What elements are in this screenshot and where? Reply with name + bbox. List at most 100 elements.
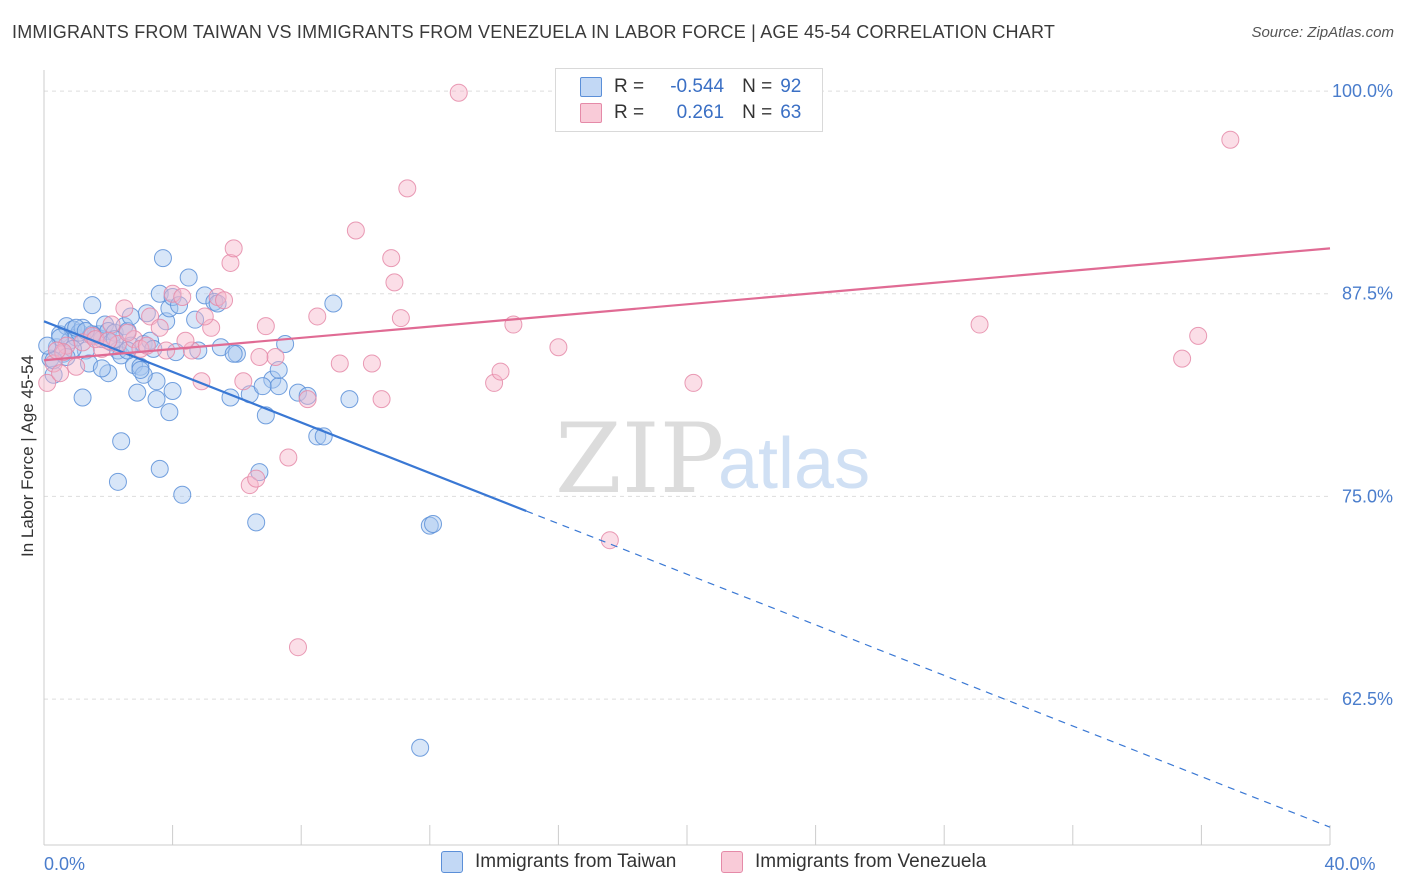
watermark: ZIP atlas bbox=[555, 403, 870, 515]
venezuela-point-26 bbox=[247, 469, 266, 488]
taiwan-point-35 bbox=[153, 249, 172, 268]
taiwan-point-68 bbox=[147, 390, 166, 409]
taiwan-point-87 bbox=[131, 360, 150, 379]
venezuela-point-43 bbox=[491, 362, 510, 381]
venezuela-point-59 bbox=[215, 291, 234, 310]
venezuela-point-57 bbox=[176, 331, 195, 350]
taiwan-point-57 bbox=[324, 294, 343, 313]
venezuela-point-17 bbox=[173, 287, 192, 306]
venezuela-point-41 bbox=[449, 83, 468, 102]
legend-row-venezuela: R = 0.261 N = 63 bbox=[580, 100, 801, 126]
venezuela-point-20 bbox=[202, 318, 221, 337]
watermark-zip: ZIP bbox=[555, 403, 724, 515]
venezuela-point-27 bbox=[256, 317, 275, 336]
y-tick-label-1: 87.5% bbox=[1342, 284, 1393, 304]
taiwan-point-62 bbox=[73, 388, 92, 407]
taiwan-point-64 bbox=[108, 472, 127, 491]
venezuela-point-61 bbox=[47, 341, 66, 360]
venezuela-point-28 bbox=[266, 347, 285, 366]
x-tick-label-1: 40.0% bbox=[1324, 854, 1375, 874]
taiwan-point-65 bbox=[150, 459, 169, 478]
taiwan-point-53 bbox=[288, 383, 307, 402]
venezuela-point-58 bbox=[195, 307, 214, 326]
venezuela-point-35 bbox=[362, 354, 381, 373]
source-note: Source: ZipAtlas.com bbox=[1251, 24, 1394, 41]
taiwan-point-13 bbox=[83, 296, 102, 315]
venezuela-point-14 bbox=[150, 318, 169, 337]
series-legend-taiwan-label: Immigrants from Taiwan bbox=[475, 851, 677, 872]
venezuela-point-40 bbox=[398, 179, 417, 198]
trend-layer bbox=[43, 247, 1331, 828]
venezuela-point-32 bbox=[308, 307, 327, 326]
watermark-atlas: atlas bbox=[718, 424, 870, 504]
venezuela-point-60 bbox=[250, 347, 269, 366]
venezuela-point-31 bbox=[298, 390, 317, 409]
taiwan-point-40 bbox=[179, 268, 198, 287]
axis-layer bbox=[43, 70, 1331, 846]
taiwan-point-41 bbox=[186, 310, 205, 329]
correlation-legend: R = -0.544 N = 92 R = 0.261 N = 63 bbox=[555, 68, 823, 132]
venezuela-point-24 bbox=[234, 372, 253, 391]
venezuela-point-51 bbox=[1189, 326, 1208, 345]
venezuela-point-4 bbox=[67, 357, 86, 376]
y-tick-label-3: 62.5% bbox=[1342, 689, 1393, 709]
series-legend-taiwan: Immigrants from Taiwan bbox=[441, 851, 676, 873]
venezuela-trend-line bbox=[43, 247, 1331, 362]
venezuela-point-36 bbox=[372, 390, 391, 409]
venezuela-point-8 bbox=[102, 315, 121, 334]
venezuela-point-23 bbox=[224, 239, 243, 258]
legend-row-taiwan: R = -0.544 N = 92 bbox=[580, 74, 801, 100]
taiwan-point-42 bbox=[195, 286, 214, 305]
series-legend-venezuela-swatch bbox=[721, 851, 743, 873]
taiwan-point-67 bbox=[247, 513, 266, 532]
venezuela-point-50 bbox=[1173, 349, 1192, 368]
venezuela-point-29 bbox=[279, 448, 298, 467]
taiwan-point-59 bbox=[420, 516, 439, 535]
taiwan-point-27 bbox=[128, 383, 147, 402]
venezuela-point-38 bbox=[385, 273, 404, 292]
taiwan-point-69 bbox=[163, 382, 182, 401]
venezuela-n-label: N = bbox=[742, 102, 773, 123]
venezuela-point-0 bbox=[38, 373, 57, 392]
series-legend-venezuela-label: Immigrants from Venezuela bbox=[755, 851, 987, 872]
taiwan-point-66 bbox=[173, 485, 192, 504]
venezuela-point-52 bbox=[1221, 130, 1240, 149]
taiwan-r-value: -0.544 bbox=[670, 76, 725, 97]
series-legend-taiwan-swatch bbox=[441, 851, 463, 873]
taiwan-point-91 bbox=[224, 344, 243, 363]
venezuela-point-49 bbox=[970, 315, 989, 334]
venezuela-point-42 bbox=[485, 373, 504, 392]
venezuela-point-25 bbox=[240, 476, 259, 495]
venezuela-point-22 bbox=[221, 253, 240, 272]
tick-label-layer: 100.0% 87.5% 75.0% 62.5% 0.0% 40.0% bbox=[44, 81, 1393, 874]
taiwan-point-37 bbox=[160, 299, 179, 318]
series-legend-venezuela: Immigrants from Venezuela bbox=[721, 851, 986, 873]
taiwan-point-72 bbox=[92, 359, 111, 378]
venezuela-point-33 bbox=[330, 354, 349, 373]
venezuela-point-39 bbox=[391, 309, 410, 328]
taiwan-point-79 bbox=[160, 403, 179, 422]
x-tick-label-0: 0.0% bbox=[44, 854, 85, 874]
taiwan-trend-extension bbox=[526, 510, 1331, 828]
points-layer bbox=[38, 78, 1240, 757]
venezuela-point-55 bbox=[118, 323, 137, 342]
venezuela-point-45 bbox=[549, 338, 568, 357]
y-tick-label-2: 75.0% bbox=[1342, 486, 1393, 506]
taiwan-swatch bbox=[580, 77, 602, 97]
venezuela-point-37 bbox=[382, 249, 401, 268]
taiwan-point-71 bbox=[134, 365, 153, 384]
taiwan-point-81 bbox=[253, 377, 272, 396]
venezuela-point-16 bbox=[163, 284, 182, 303]
taiwan-point-51 bbox=[269, 377, 288, 396]
taiwan-n-value: 92 bbox=[780, 76, 802, 97]
taiwan-r-label: R = bbox=[614, 76, 645, 97]
venezuela-point-47 bbox=[684, 373, 703, 392]
y-tick-label-0: 100.0% bbox=[1332, 81, 1393, 101]
venezuela-n-value: 63 bbox=[780, 102, 802, 123]
taiwan-point-58 bbox=[340, 390, 359, 409]
taiwan-point-60 bbox=[424, 514, 443, 533]
venezuela-point-53 bbox=[54, 343, 73, 362]
venezuela-point-30 bbox=[288, 638, 307, 657]
taiwan-point-63 bbox=[112, 432, 131, 451]
